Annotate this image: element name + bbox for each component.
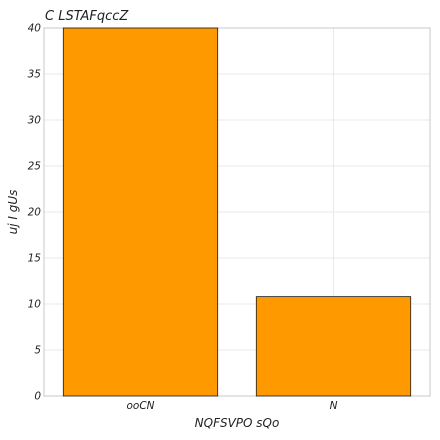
y-tick-label: 10 [28,299,42,311]
chart-title: C LSTAFqccZ [45,9,129,24]
y-axis-label: uj I gUs [6,190,20,235]
y-tick-label: 0 [34,391,41,403]
y-tick-label: 15 [28,253,42,265]
y-tick-label: 30 [28,115,42,127]
bar-oocn [63,28,217,396]
bar-n [256,297,410,396]
x-tick-label: ooCN [126,400,154,412]
y-tick-label: 40 [28,23,42,35]
x-axis-label: NQFSVPO sQo [195,416,280,430]
y-tick-label: 25 [28,161,42,173]
y-tick-label: 20 [28,207,42,219]
y-tick-label: 5 [34,345,41,357]
y-tick-label: 35 [28,69,42,81]
x-tick-label: N [330,400,338,412]
